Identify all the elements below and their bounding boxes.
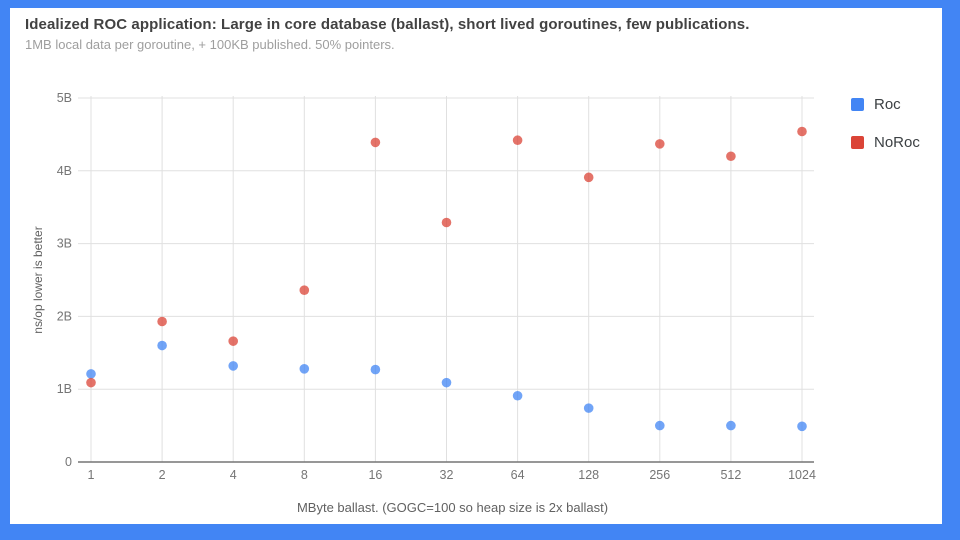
legend-label: NoRoc bbox=[874, 134, 920, 151]
point-roc-16 bbox=[370, 364, 381, 375]
legend-swatch-noroc bbox=[851, 136, 864, 149]
point-roc-256 bbox=[655, 420, 665, 431]
point-noroc-128 bbox=[583, 172, 594, 183]
point-roc-32 bbox=[441, 377, 452, 388]
x-tick-label: 8 bbox=[301, 468, 308, 482]
point-noroc-1024 bbox=[797, 126, 807, 137]
point-noroc-32 bbox=[441, 217, 452, 228]
x-tick-label: 256 bbox=[649, 468, 670, 482]
point-roc-512 bbox=[726, 420, 736, 431]
chart-title: Idealized ROC application: Large in core… bbox=[25, 16, 750, 33]
y-tick-label: 2B bbox=[57, 309, 72, 323]
legend-swatch-roc bbox=[851, 98, 864, 111]
x-tick-label: 32 bbox=[440, 468, 454, 482]
scatter-plot: 0 1B 2B 3B 4B 5B 1 2 4 8 16 32 64 128 256 512 1024 bbox=[57, 91, 816, 482]
x-tick-label: 64 bbox=[511, 468, 525, 482]
x-tick-label: 512 bbox=[720, 468, 741, 482]
point-roc-64 bbox=[512, 390, 523, 401]
chart-card: Idealized ROC application: Large in core… bbox=[10, 8, 942, 524]
x-tick-label: 16 bbox=[368, 468, 382, 482]
y-tick-label: 5B bbox=[57, 91, 72, 105]
point-noroc-64 bbox=[512, 135, 523, 146]
legend-item-roc: Roc bbox=[851, 96, 920, 113]
point-roc-4 bbox=[228, 361, 238, 371]
legend-label: Roc bbox=[874, 96, 901, 113]
x-tick-label: 1 bbox=[88, 468, 95, 482]
point-roc-1024 bbox=[797, 421, 807, 432]
point-roc-2 bbox=[157, 340, 167, 351]
chart-legend: Roc NoRoc bbox=[851, 96, 920, 172]
y-tick-label: 4B bbox=[57, 164, 72, 178]
legend-item-noroc: NoRoc bbox=[851, 134, 920, 151]
point-noroc-2 bbox=[157, 316, 167, 327]
x-tick-label: 4 bbox=[230, 468, 237, 482]
point-roc-1 bbox=[86, 369, 96, 379]
y-tick-label: 1B bbox=[57, 382, 72, 396]
point-noroc-4 bbox=[228, 336, 238, 346]
point-noroc-1 bbox=[86, 377, 96, 388]
x-tick-label: 1024 bbox=[788, 468, 816, 482]
y-axis-title: ns/op lower is better bbox=[31, 226, 45, 334]
point-noroc-8 bbox=[299, 285, 310, 295]
x-tick-label: 2 bbox=[159, 468, 166, 482]
point-noroc-256 bbox=[655, 139, 665, 149]
y-tick-label: 0 bbox=[65, 455, 72, 469]
point-noroc-16 bbox=[370, 137, 381, 148]
point-noroc-512 bbox=[726, 151, 736, 162]
point-roc-8 bbox=[299, 364, 310, 374]
x-tick-label: 128 bbox=[578, 468, 599, 482]
y-tick-label: 3B bbox=[57, 237, 72, 251]
chart-subtitle: 1MB local data per goroutine, + 100KB pu… bbox=[25, 37, 395, 52]
x-axis-title: MByte ballast. (GOGC=100 so heap size is… bbox=[296, 500, 609, 515]
point-roc-128 bbox=[583, 403, 594, 413]
